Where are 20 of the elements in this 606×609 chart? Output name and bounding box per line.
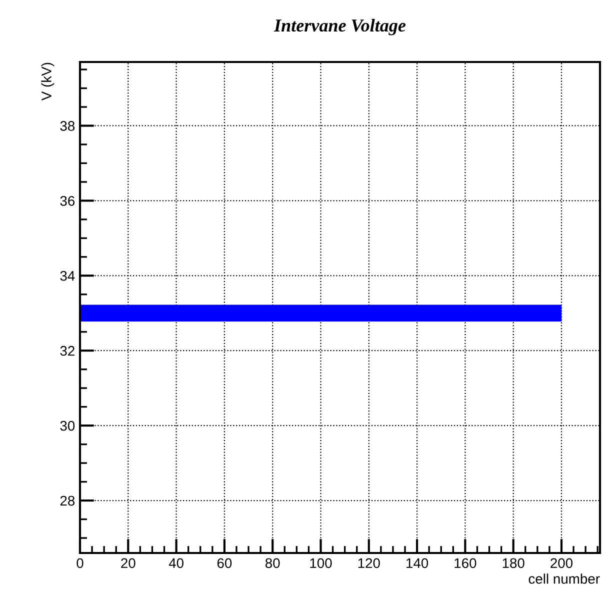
y-tick-label: 28 [60, 496, 75, 506]
chart-title: Intervane Voltage [274, 18, 406, 36]
x-tick-label: 20 [121, 558, 136, 568]
y-tick-label: 32 [60, 346, 74, 356]
x-tick-label: 60 [217, 558, 232, 568]
x-tick-label: 40 [168, 558, 184, 568]
x-tick-label: 180 [502, 558, 524, 568]
x-axis-title: cell number [528, 574, 600, 584]
x-tick-label: 100 [310, 558, 332, 568]
y-tick-label: 36 [60, 196, 75, 206]
x-tick-label: 200 [550, 558, 573, 568]
x-tick-label: 120 [358, 558, 380, 568]
y-tick-label: 30 [60, 420, 75, 431]
x-tick-label: 140 [406, 558, 428, 568]
y-tick-label: 38 [60, 121, 75, 131]
x-tick-label: 0 [76, 558, 84, 568]
y-tick-label: 34 [60, 270, 75, 281]
x-tick-label: 160 [454, 558, 476, 568]
x-tick-label: 80 [265, 558, 280, 568]
y-axis-title: V (kV) [41, 62, 54, 101]
